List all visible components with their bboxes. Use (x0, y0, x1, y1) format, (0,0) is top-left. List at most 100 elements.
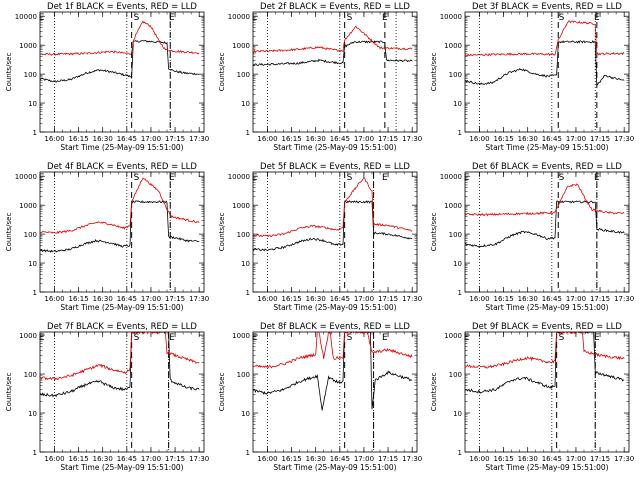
y-tick-label: 1 (33, 449, 37, 457)
plot-frame (464, 171, 630, 293)
chart-panel: Det 5f BLACK = Events, RED = LLD Start Ti… (218, 162, 422, 312)
events-series-line (40, 39, 200, 83)
x-tick-label: 17:30 (614, 135, 634, 143)
x-tick-label: 17:30 (402, 295, 422, 303)
chart-panel: Det 9f BLACK = Events, RED = LLD Start Ti… (430, 322, 634, 472)
y-tick-label: 1 (33, 129, 37, 137)
y-tick-label: 10 (453, 410, 462, 418)
plot-frame (464, 11, 630, 133)
x-tick-label: 16:30 (93, 295, 113, 303)
x-tick-label: 16:30 (518, 295, 538, 303)
x-tick-label: 16:15 (68, 455, 88, 463)
x-tick-label: 17:15 (590, 295, 610, 303)
x-tick-label: 16:00 (44, 295, 64, 303)
plot-frame (252, 331, 418, 453)
interval-marker-label: S (134, 173, 140, 183)
x-tick-label: 17:15 (165, 455, 185, 463)
y-tick-label: 10 (241, 100, 250, 108)
x-tick-label: 16:45 (330, 295, 350, 303)
chart-panel: Det 4f BLACK = Events, RED = LLD Start Ti… (5, 162, 209, 312)
events-series-line (253, 332, 413, 411)
interval-marker-label: E (382, 333, 388, 343)
y-axis-label: Counts/sec (430, 53, 438, 92)
y-tick-label: 10 (28, 260, 37, 268)
x-tick-label: 16:30 (93, 455, 113, 463)
chart-panel: Det 7f BLACK = Events, RED = LLD Start Ti… (5, 322, 209, 472)
lld-series-line (40, 332, 200, 381)
x-tick-label: 16:00 (469, 135, 489, 143)
x-tick-label: 17:00 (141, 135, 161, 143)
x-axis-label: Start Time (25-May-09 15:51:00) (485, 463, 608, 472)
x-axis-label: Start Time (25-May-09 15:51:00) (273, 303, 396, 312)
y-tick-label: 100 (449, 71, 462, 79)
y-tick-label: 100 (449, 231, 462, 239)
events-series-line (465, 40, 625, 87)
x-tick-label: 16:15 (68, 295, 88, 303)
y-tick-label: 100 (449, 371, 462, 379)
x-tick-label: 17:15 (590, 455, 610, 463)
x-tick-label: 16:00 (44, 135, 64, 143)
chart-panel: Det 2f BLACK = Events, RED = LLD Start Ti… (218, 2, 422, 152)
y-tick-label: 1 (458, 449, 462, 457)
chart-panel: Det 1f BLACK = Events, RED = LLD Start Ti… (5, 2, 209, 152)
x-tick-label: 16:00 (469, 295, 489, 303)
x-tick-label: 16:00 (257, 135, 277, 143)
interval-marker-label: E (594, 333, 600, 343)
interval-marker-label: E (39, 173, 45, 183)
lld-series-line (465, 183, 625, 217)
y-axis-label: Counts/sec (5, 373, 13, 412)
y-tick-label: 10 (28, 100, 37, 108)
x-tick-label: 16:00 (469, 455, 489, 463)
y-tick-label: 1 (246, 129, 250, 137)
y-axis-label: Counts/sec (430, 373, 438, 412)
interval-marker-label: S (347, 173, 353, 183)
x-tick-label: 16:15 (281, 295, 301, 303)
x-tick-label: 17:00 (566, 455, 586, 463)
x-tick-label: 17:15 (590, 135, 610, 143)
events-series-line (465, 332, 625, 394)
interval-marker-label: E (594, 173, 600, 183)
x-tick-label: 16:30 (306, 295, 326, 303)
y-tick-label: 10000 (228, 13, 250, 21)
y-tick-label: 1000 (19, 332, 37, 340)
lld-series-line (253, 25, 413, 54)
y-tick-label: 1000 (232, 202, 250, 210)
x-tick-label: 17:30 (614, 455, 634, 463)
x-tick-label: 17:00 (354, 455, 374, 463)
y-tick-label: 100 (24, 231, 37, 239)
x-tick-label: 17:15 (378, 135, 398, 143)
x-tick-label: 16:00 (257, 455, 277, 463)
y-tick-label: 10 (241, 410, 250, 418)
plot-frame (39, 11, 205, 133)
x-tick-label: 16:45 (117, 135, 137, 143)
y-tick-label: 1000 (232, 332, 250, 340)
chart-title: Det 3f BLACK = Events, RED = LLD (472, 2, 622, 12)
events-series-line (40, 332, 200, 398)
y-axis-label: Counts/sec (5, 213, 13, 252)
y-tick-label: 100 (237, 371, 250, 379)
x-tick-label: 16:15 (281, 455, 301, 463)
x-axis-label: Start Time (25-May-09 15:51:00) (60, 303, 183, 312)
y-tick-label: 1 (246, 449, 250, 457)
interval-marker-label: E (169, 13, 175, 23)
x-tick-label: 16:00 (44, 455, 64, 463)
x-tick-label: 17:30 (189, 455, 209, 463)
x-tick-label: 17:00 (141, 295, 161, 303)
interval-marker-label: E (169, 333, 175, 343)
events-series-line (253, 40, 413, 67)
y-tick-label: 100 (24, 71, 37, 79)
y-tick-label: 10000 (440, 13, 462, 21)
y-tick-label: 100 (24, 371, 37, 379)
lld-series-line (40, 20, 200, 56)
y-axis-label: Counts/sec (218, 213, 226, 252)
x-tick-label: 17:30 (402, 135, 422, 143)
x-axis-label: Start Time (25-May-09 15:51:00) (60, 463, 183, 472)
plot-frame (464, 331, 630, 453)
x-tick-label: 16:45 (542, 135, 562, 143)
y-tick-label: 1000 (444, 42, 462, 50)
interval-marker-label: E (169, 173, 175, 183)
y-tick-label: 10000 (15, 13, 37, 21)
events-series-line (40, 200, 200, 253)
plot-frame (39, 331, 205, 453)
